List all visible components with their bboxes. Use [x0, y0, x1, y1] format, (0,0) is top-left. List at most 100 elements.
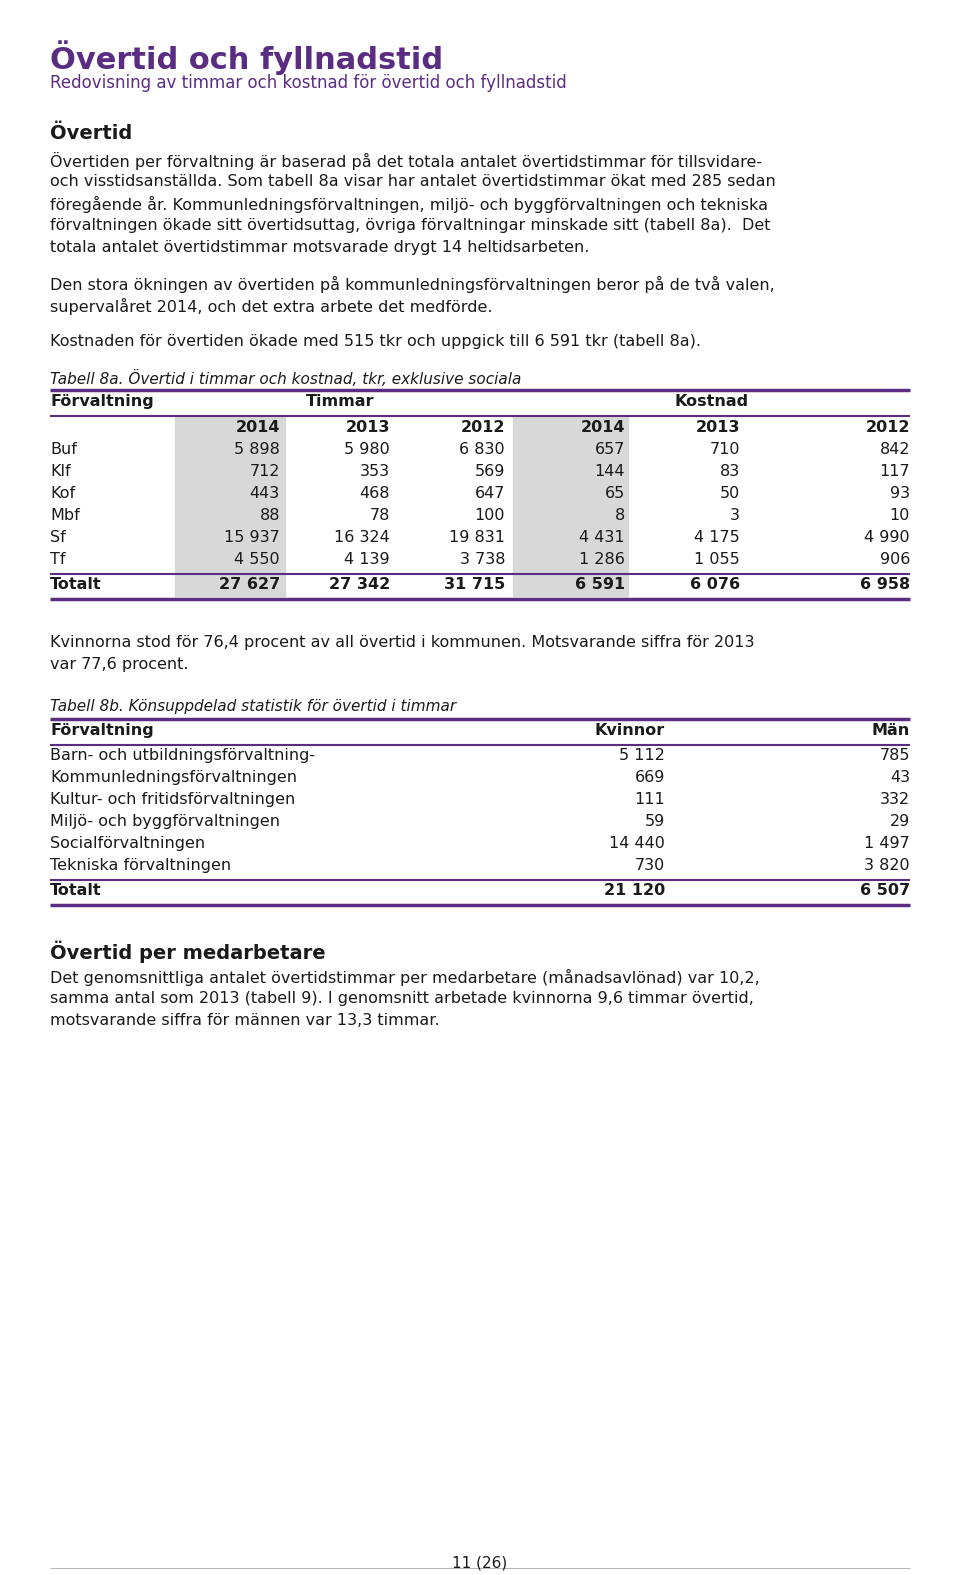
Text: supervalåret 2014, och det extra arbete det medförde.: supervalåret 2014, och det extra arbete …	[50, 298, 492, 315]
Text: 4 175: 4 175	[694, 531, 740, 545]
Text: 2014: 2014	[581, 421, 625, 435]
Text: Tabell 8b. Könsuppdelad statistik för övertid i timmar: Tabell 8b. Könsuppdelad statistik för öv…	[50, 699, 456, 713]
Text: 710: 710	[709, 443, 740, 457]
Text: Kommunledningsförvaltningen: Kommunledningsförvaltningen	[50, 770, 297, 784]
Text: Totalt: Totalt	[50, 884, 102, 898]
Text: 712: 712	[250, 465, 280, 479]
Text: Totalt: Totalt	[50, 576, 102, 592]
Text: 2012: 2012	[866, 421, 910, 435]
Text: Förvaltning: Förvaltning	[50, 394, 154, 410]
Text: Den stora ökningen av övertiden på kommunledningsförvaltningen beror på de två v: Den stora ökningen av övertiden på kommu…	[50, 276, 775, 293]
Text: 16 324: 16 324	[334, 531, 390, 545]
Text: 43: 43	[890, 770, 910, 784]
Text: Övertiden per förvaltning är baserad på det totala antalet övertidstimmar för ti: Övertiden per förvaltning är baserad på …	[50, 153, 762, 170]
Text: Kof: Kof	[50, 487, 75, 501]
Text: var 77,6 procent.: var 77,6 procent.	[50, 657, 188, 673]
Text: 6 076: 6 076	[690, 576, 740, 592]
Text: 669: 669	[635, 770, 665, 784]
Text: Buf: Buf	[50, 443, 77, 457]
Text: 31 715: 31 715	[444, 576, 505, 592]
Text: 1 055: 1 055	[694, 551, 740, 567]
Text: 93: 93	[890, 487, 910, 501]
Text: 21 120: 21 120	[604, 884, 665, 898]
Text: 647: 647	[474, 487, 505, 501]
Text: 15 937: 15 937	[225, 531, 280, 545]
Text: Förvaltning: Förvaltning	[50, 723, 154, 739]
Text: Övertid: Övertid	[50, 124, 132, 143]
Text: samma antal som 2013 (tabell 9). I genomsnitt arbetade kvinnorna 9,6 timmar över: samma antal som 2013 (tabell 9). I genom…	[50, 991, 754, 1006]
Text: 14 440: 14 440	[610, 836, 665, 851]
Text: Kostnaden för övertiden ökade med 515 tkr och uppgick till 6 591 tkr (tabell 8a): Kostnaden för övertiden ökade med 515 tk…	[50, 334, 701, 350]
Text: 144: 144	[594, 465, 625, 479]
Text: 88: 88	[259, 509, 280, 523]
Text: 443: 443	[250, 487, 280, 501]
Text: motsvarande siffra för männen var 13,3 timmar.: motsvarande siffra för männen var 13,3 t…	[50, 1013, 440, 1028]
Text: Redovisning av timmar och kostnad för övertid och fyllnadstid: Redovisning av timmar och kostnad för öv…	[50, 74, 566, 91]
Text: 3: 3	[730, 509, 740, 523]
Text: 6 507: 6 507	[860, 884, 910, 898]
Text: Kostnad: Kostnad	[675, 394, 749, 410]
Text: Barn- och utbildningsförvaltning-: Barn- och utbildningsförvaltning-	[50, 748, 315, 762]
Text: 6 830: 6 830	[460, 443, 505, 457]
Text: 100: 100	[474, 509, 505, 523]
Text: 3 738: 3 738	[460, 551, 505, 567]
Text: 2013: 2013	[695, 421, 740, 435]
Text: 657: 657	[594, 443, 625, 457]
Text: Det genomsnittliga antalet övertidstimmar per medarbetare (månadsavlönad) var 10: Det genomsnittliga antalet övertidstimma…	[50, 969, 759, 986]
Text: Tekniska förvaltningen: Tekniska förvaltningen	[50, 858, 231, 873]
Text: 27 627: 27 627	[219, 576, 280, 592]
Text: Övertid per medarbetare: Övertid per medarbetare	[50, 940, 325, 964]
Text: Män: Män	[872, 723, 910, 739]
Text: Timmar: Timmar	[305, 394, 374, 410]
Text: föregående år. Kommunledningsförvaltningen, miljö- och byggförvaltningen och tek: föregående år. Kommunledningsförvaltning…	[50, 195, 768, 213]
Text: 83: 83	[720, 465, 740, 479]
Text: 5 898: 5 898	[234, 443, 280, 457]
Text: 50: 50	[720, 487, 740, 501]
Text: 353: 353	[360, 465, 390, 479]
Text: 3 820: 3 820	[864, 858, 910, 873]
Text: 4 431: 4 431	[580, 531, 625, 545]
Text: Tf: Tf	[50, 551, 65, 567]
Text: Övertid och fyllnadstid: Övertid och fyllnadstid	[50, 39, 444, 74]
Text: 6 958: 6 958	[860, 576, 910, 592]
Text: 4 990: 4 990	[864, 531, 910, 545]
Text: Miljö- och byggförvaltningen: Miljö- och byggförvaltningen	[50, 814, 280, 828]
Text: 59: 59	[645, 814, 665, 828]
Text: 111: 111	[635, 792, 665, 806]
Text: 11 (26): 11 (26)	[452, 1555, 508, 1570]
Text: 4 550: 4 550	[234, 551, 280, 567]
Text: 1 497: 1 497	[864, 836, 910, 851]
Text: 4 139: 4 139	[345, 551, 390, 567]
Text: och visstidsanställda. Som tabell 8a visar har antalet övertidstimmar ökat med 2: och visstidsanställda. Som tabell 8a vis…	[50, 173, 776, 189]
Text: 5 980: 5 980	[345, 443, 390, 457]
Bar	[175, 416, 285, 595]
Text: 19 831: 19 831	[449, 531, 505, 545]
Bar	[513, 416, 628, 595]
Text: 65: 65	[605, 487, 625, 501]
Text: förvaltningen ökade sitt övertidsuttag, övriga förvaltningar minskade sitt (tabe: förvaltningen ökade sitt övertidsuttag, …	[50, 217, 771, 233]
Text: 27 342: 27 342	[328, 576, 390, 592]
Text: 78: 78	[370, 509, 390, 523]
Text: 2014: 2014	[235, 421, 280, 435]
Text: 842: 842	[879, 443, 910, 457]
Text: totala antalet övertidstimmar motsvarade drygt 14 heltidsarbeten.: totala antalet övertidstimmar motsvarade…	[50, 239, 589, 255]
Text: 6 591: 6 591	[575, 576, 625, 592]
Text: 468: 468	[359, 487, 390, 501]
Text: Sf: Sf	[50, 531, 65, 545]
Text: 2013: 2013	[346, 421, 390, 435]
Text: 29: 29	[890, 814, 910, 828]
Text: 117: 117	[879, 465, 910, 479]
Text: Tabell 8a. Övertid i timmar och kostnad, tkr, exklusive sociala: Tabell 8a. Övertid i timmar och kostnad,…	[50, 370, 521, 387]
Text: 569: 569	[474, 465, 505, 479]
Text: 730: 730	[635, 858, 665, 873]
Text: 2012: 2012	[461, 421, 505, 435]
Text: 785: 785	[879, 748, 910, 762]
Text: 332: 332	[880, 792, 910, 806]
Text: 10: 10	[890, 509, 910, 523]
Text: Kvinnorna stod för 76,4 procent av all övertid i kommunen. Motsvarande siffra fö: Kvinnorna stod för 76,4 procent av all ö…	[50, 635, 755, 650]
Text: 5 112: 5 112	[619, 748, 665, 762]
Text: Mbf: Mbf	[50, 509, 80, 523]
Text: Socialförvaltningen: Socialförvaltningen	[50, 836, 205, 851]
Text: Kultur- och fritidsförvaltningen: Kultur- och fritidsförvaltningen	[50, 792, 296, 806]
Text: Klf: Klf	[50, 465, 71, 479]
